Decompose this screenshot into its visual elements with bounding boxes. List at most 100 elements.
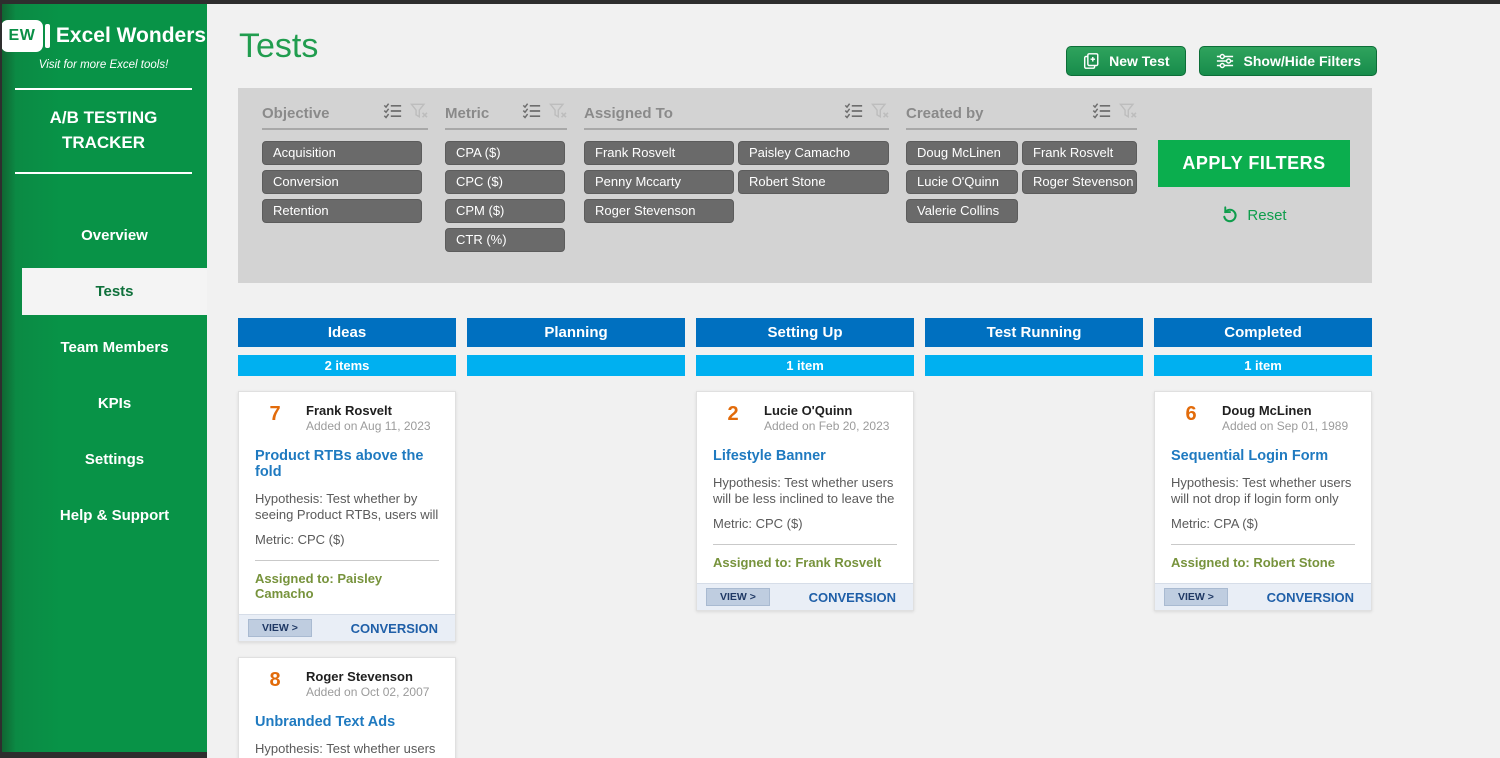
kanban-board: Ideas 2 items 7 Frank Rosvelt Added on A… — [238, 318, 1372, 758]
filter-group: Assigned To Frank Rosvelt Penny Mccarty … — [584, 102, 889, 252]
sidebar-nav: Overview Tests Team Members KPIs Setting… — [0, 212, 207, 539]
test-id: 7 — [269, 403, 281, 425]
test-title[interactable]: Unbranded Text Ads — [255, 714, 396, 730]
kanban-column-count — [925, 355, 1143, 376]
filter-chip-list: CPA ($) CPC ($) CPM ($) CTR (%) — [445, 141, 567, 252]
test-added-date: Added on Feb 20, 2023 — [764, 419, 890, 433]
apply-filters-button[interactable]: APPLY FILTERS — [1158, 140, 1350, 187]
kanban-column-title: Completed — [1154, 318, 1372, 347]
test-assigned: Assigned to: Frank Rosvelt — [713, 555, 882, 570]
test-metric: Metric: CPA ($) — [1171, 516, 1259, 531]
kanban-column-count: 1 item — [1154, 355, 1372, 376]
kanban-column-count: 1 item — [696, 355, 914, 376]
view-button[interactable]: VIEW > — [706, 588, 770, 606]
funnel-clear-icon[interactable] — [409, 103, 428, 124]
logo: EW Excel Wonders — [0, 20, 207, 52]
test-card-header: 2 Lucie O'Quinn Added on Feb 20, 2023 — [697, 392, 913, 433]
test-title[interactable]: Lifestyle Banner — [713, 448, 826, 464]
test-id: 8 — [269, 669, 281, 691]
filter-group-label: Metric — [445, 104, 490, 122]
filter-chip[interactable]: Frank Rosvelt — [584, 141, 734, 165]
test-card-header: 8 Roger Stevenson Added on Oct 02, 2007 — [239, 658, 455, 699]
test-creator: Roger Stevenson — [306, 669, 413, 684]
filter-chip[interactable]: Acquisition — [262, 141, 422, 165]
filter-chip[interactable]: Roger Stevenson — [1022, 170, 1137, 194]
filter-panel: Objective Acquisition Conversion Retenti… — [238, 88, 1372, 283]
filter-groups: Objective Acquisition Conversion Retenti… — [262, 102, 1137, 252]
test-hypothesis: Hypothesis: Test whether by seeing Produ… — [255, 491, 439, 522]
filter-chip[interactable]: Doug McLinen — [906, 141, 1018, 165]
test-hypothesis: Hypothesis: Test whether users will not … — [1171, 475, 1352, 506]
kanban-column-title: Test Running — [925, 318, 1143, 347]
test-added-date: Added on Sep 01, 1989 — [1222, 419, 1349, 433]
objective-tag: CONVERSION — [808, 589, 896, 605]
test-meta: Doug McLinen Added on Sep 01, 1989 — [1222, 403, 1348, 433]
sidebar-nav-item[interactable]: Help & Support — [59, 507, 170, 525]
test-card-header: 6 Doug McLinen Added on Sep 01, 1989 — [1155, 392, 1371, 433]
sidebar-nav-item[interactable]: Team Members — [60, 339, 169, 357]
test-title[interactable]: Product RTBs above the fold — [255, 448, 424, 480]
filter-group: Objective Acquisition Conversion Retenti… — [262, 102, 428, 252]
filter-group-header: Created by — [906, 102, 1137, 130]
test-title[interactable]: Sequential Login Form — [1171, 448, 1329, 464]
kanban-column: Test Running — [925, 318, 1143, 758]
show-hide-filters-label: Show/Hide Filters — [1243, 53, 1361, 69]
reset-filters-link[interactable]: Reset — [1221, 204, 1287, 227]
view-button[interactable]: VIEW > — [248, 619, 312, 637]
filter-chip[interactable]: Paisley Camacho — [738, 141, 889, 165]
sidebar-nav-item[interactable]: Tests — [22, 268, 207, 316]
sidebar-nav-item[interactable]: Overview — [81, 227, 148, 245]
filter-apply-area: APPLY FILTERS Reset — [1150, 102, 1358, 227]
filter-chip[interactable]: CPA ($) — [445, 141, 565, 165]
filter-chip[interactable]: Conversion — [262, 170, 422, 194]
checklist-multiselect-icon[interactable] — [844, 102, 863, 124]
funnel-clear-icon[interactable] — [548, 103, 567, 124]
new-test-button[interactable]: New Test — [1066, 46, 1186, 76]
filter-chip[interactable]: Roger Stevenson — [584, 199, 734, 223]
filter-group-label: Objective — [262, 104, 330, 122]
filter-chip[interactable]: CTR (%) — [445, 228, 565, 252]
kanban-card-list: 7 Frank Rosvelt Added on Aug 11, 2023 Pr… — [238, 391, 456, 758]
test-creator: Lucie O'Quinn — [764, 403, 853, 418]
test-card-footer: VIEW > CONVERSION — [697, 583, 913, 610]
test-meta: Frank Rosvelt Added on Aug 11, 2023 — [306, 403, 431, 433]
card-divider — [255, 560, 439, 561]
kanban-column-title: Ideas — [238, 318, 456, 347]
filter-chip[interactable]: Lucie O'Quinn — [906, 170, 1018, 194]
test-assigned: Assigned to: Paisley Camacho — [255, 571, 383, 601]
window-frame-top — [0, 0, 1500, 4]
test-meta: Roger Stevenson Added on Oct 02, 2007 — [306, 669, 429, 699]
sidebar-nav-item[interactable]: KPIs — [97, 395, 132, 413]
test-card: 2 Lucie O'Quinn Added on Feb 20, 2023 Li… — [696, 391, 914, 611]
filter-chip[interactable]: Robert Stone — [738, 170, 889, 194]
show-hide-filters-button[interactable]: Show/Hide Filters — [1198, 46, 1377, 76]
filter-chip[interactable]: Frank Rosvelt — [1022, 141, 1137, 165]
filter-group: Created by Doug McLinen Lucie O'Quinn Va… — [906, 102, 1137, 252]
test-card: 8 Roger Stevenson Added on Oct 02, 2007 … — [238, 657, 456, 758]
kanban-column: Planning — [467, 318, 685, 758]
test-id: 2 — [727, 403, 739, 425]
filter-chip[interactable]: CPM ($) — [445, 199, 565, 223]
checklist-multiselect-icon[interactable] — [383, 102, 402, 124]
filter-group-header: Assigned To — [584, 102, 889, 130]
filter-group-header: Objective — [262, 102, 428, 130]
checklist-multiselect-icon[interactable] — [1092, 102, 1111, 124]
funnel-clear-icon[interactable] — [870, 103, 889, 124]
test-meta: Lucie O'Quinn Added on Feb 20, 2023 — [764, 403, 889, 433]
funnel-clear-icon[interactable] — [1118, 103, 1137, 124]
filter-chip[interactable]: CPC ($) — [445, 170, 565, 194]
reset-label: Reset — [1247, 207, 1287, 224]
filter-group-label: Assigned To — [584, 104, 673, 122]
kanban-column: Ideas 2 items 7 Frank Rosvelt Added on A… — [238, 318, 456, 758]
filter-chip[interactable]: Penny Mccarty — [584, 170, 734, 194]
sidebar-nav-item[interactable]: Settings — [84, 451, 145, 469]
test-creator: Frank Rosvelt — [306, 403, 392, 418]
kanban-column: Completed 1 item 6 Doug McLinen Added on… — [1154, 318, 1372, 758]
filter-chip[interactable]: Retention — [262, 199, 422, 223]
document-plus-icon — [1082, 52, 1100, 70]
filter-chip[interactable]: Valerie Collins — [906, 199, 1018, 223]
view-button[interactable]: VIEW > — [1164, 588, 1228, 606]
ew-logo-icon: EW — [0, 20, 50, 52]
checklist-multiselect-icon[interactable] — [522, 102, 541, 124]
test-metric: Metric: CPC ($) — [713, 516, 803, 531]
